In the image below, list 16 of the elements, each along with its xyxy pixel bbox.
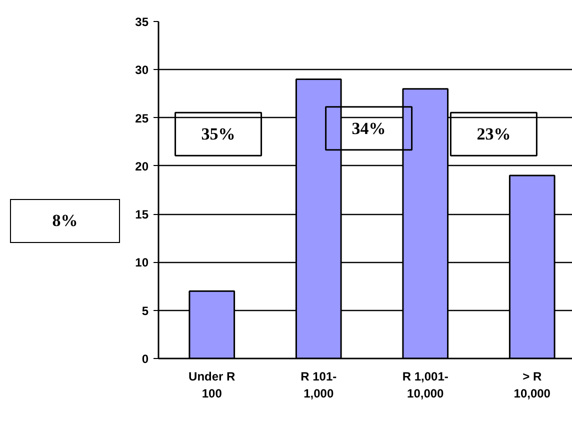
x-tick-label: R 101- 1,000 bbox=[300, 370, 337, 400]
x-tick-label: R 1,001- 10,000 bbox=[402, 370, 448, 400]
text: 8% bbox=[52, 210, 78, 232]
y-tick-label: 20 bbox=[135, 159, 149, 174]
y-tick-label: 15 bbox=[135, 208, 149, 222]
y-tick-label: 30 bbox=[135, 63, 149, 78]
annotation: 23% bbox=[476, 124, 511, 144]
x-tick-label: Under R 100 bbox=[188, 370, 236, 400]
y-tick-label: 5 bbox=[142, 304, 149, 318]
x-tick-label: > R 10,000 bbox=[514, 370, 551, 400]
annotation: 35% bbox=[201, 124, 236, 144]
annotation: 34% bbox=[352, 118, 386, 138]
y-tick-label: 35 bbox=[135, 15, 149, 29]
y-tick-label: 25 bbox=[135, 111, 149, 126]
y-tick-label: 0 bbox=[142, 352, 149, 366]
y-tick-label: 10 bbox=[135, 256, 149, 270]
